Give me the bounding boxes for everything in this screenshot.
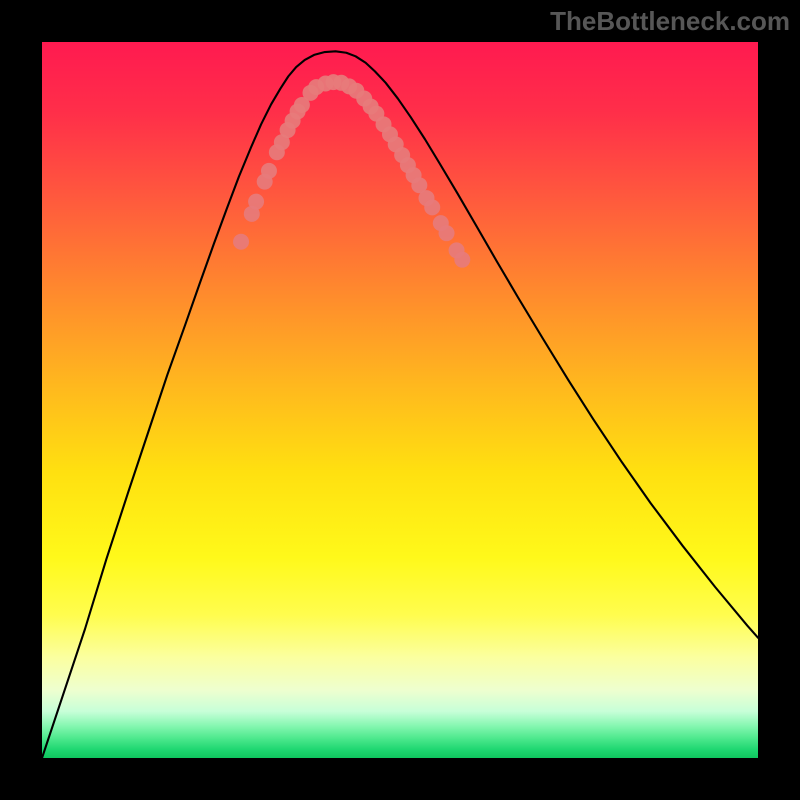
- chart-stage: TheBottleneck.com: [0, 0, 800, 800]
- background-gradient: [42, 42, 758, 758]
- plot-area: [42, 42, 758, 758]
- watermark-text: TheBottleneck.com: [550, 6, 790, 37]
